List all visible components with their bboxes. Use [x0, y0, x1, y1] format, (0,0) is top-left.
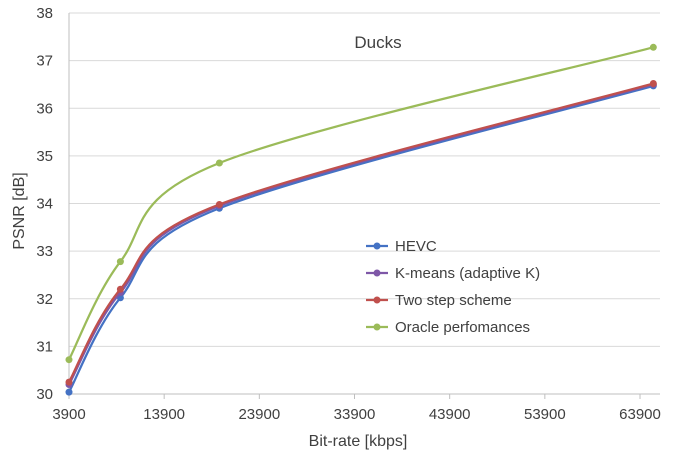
chart-title: Ducks: [354, 33, 401, 52]
y-tick-label: 36: [36, 100, 53, 117]
data-point-two-step-scheme: [215, 200, 223, 208]
y-tick-labels: 30 31 32 33 34 35 36 37 38: [36, 5, 53, 403]
gridlines: [69, 12, 660, 395]
legend-label: HEVC: [395, 238, 437, 255]
data-point-oracle-perfomances: [215, 159, 223, 167]
y-tick-label: 38: [36, 5, 53, 22]
x-tick-label: 3900: [52, 406, 85, 423]
y-tick-label: 30: [36, 386, 53, 403]
y-tick-label: 35: [36, 148, 53, 165]
y-tick-label: 32: [36, 291, 53, 308]
y-tick-label: 37: [36, 53, 53, 70]
legend-swatch-marker: [373, 242, 381, 250]
x-tick-label: 43900: [429, 406, 471, 423]
data-point-oracle-perfomances: [65, 356, 73, 364]
x-tick-label: 63900: [619, 406, 661, 423]
data-point-two-step-scheme: [65, 378, 73, 386]
x-axis-title: Bit-rate [kbps]: [309, 433, 408, 450]
y-tick-label: 34: [36, 196, 53, 213]
x-tick-label: 23900: [238, 406, 280, 423]
legend-label: K-means (adaptive K): [395, 265, 540, 282]
y-tick-label: 31: [36, 338, 53, 355]
legend-label: Two step scheme: [395, 292, 512, 309]
x-tick-labels: 3900 13900 23900 33900 43900 53900 63900: [52, 406, 661, 423]
data-point-hevc: [65, 388, 73, 396]
data-point-oracle-perfomances: [649, 43, 657, 51]
y-axis-title: PSNR [dB]: [11, 172, 28, 249]
x-tick-label: 53900: [524, 406, 566, 423]
legend-swatch-marker: [373, 323, 381, 331]
legend-swatch-marker: [373, 269, 381, 277]
legend-label: Oracle perfomances: [395, 319, 530, 336]
series-line-oracle-perfomances: [67, 46, 655, 361]
x-tick-label: 13900: [143, 406, 185, 423]
y-tick-label: 33: [36, 243, 53, 260]
data-point-two-step-scheme: [649, 79, 657, 87]
series-line-k-means-adaptive-k: [67, 83, 655, 386]
data-point-oracle-perfomances: [116, 258, 124, 266]
series-line-two-step-scheme: [67, 82, 655, 384]
x-tick-label: 33900: [334, 406, 376, 423]
series-line-hevc: [67, 84, 655, 394]
axes: [68, 13, 660, 399]
legend-swatch-marker: [373, 296, 381, 304]
legend: HEVC K-means (adaptive K) Two step scheme O…: [366, 238, 540, 336]
data-point-two-step-scheme: [116, 285, 124, 293]
series-lines: [65, 43, 657, 396]
